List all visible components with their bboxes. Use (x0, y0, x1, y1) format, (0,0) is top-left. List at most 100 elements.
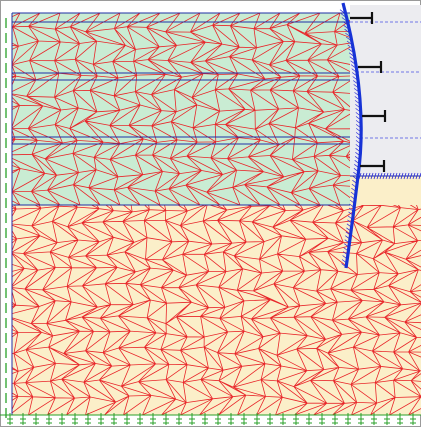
wall-hatch-mark (355, 132, 361, 136)
interface-hatch-mark (385, 172, 389, 180)
fixity-symbol (33, 413, 39, 425)
wall-hatch-mark (344, 243, 349, 247)
mesh-edges (12, 13, 350, 205)
fixity-symbol (267, 413, 273, 425)
fixity-symbol (410, 413, 416, 425)
interface-hatch-mark (412, 172, 416, 180)
retaining-wall[interactable] (341, 2, 363, 269)
wall-hatch-mark (349, 203, 354, 208)
wall-hatch-mark (352, 179, 357, 184)
wall-hatch-mark (340, 13, 346, 17)
anchor-4[interactable] (360, 160, 386, 172)
anchors[interactable] (350, 12, 387, 172)
anchor-3[interactable] (362, 110, 387, 122)
wall-hatch-mark (345, 235, 350, 239)
wall-hatch-mark (350, 60, 355, 64)
wall-hatch-mark (347, 44, 352, 49)
wall-hatch-mark (346, 223, 352, 228)
fixity-symbol (72, 413, 78, 425)
interface-hatch-mark (400, 172, 404, 180)
interface-hatch-mark (403, 172, 407, 180)
wall-hatch-mark (355, 112, 361, 116)
wall-hatch-mark (352, 76, 357, 80)
wall-hatch-mark (355, 116, 361, 120)
interface-hatch-mark (397, 172, 401, 180)
fixity-symbol (189, 413, 195, 425)
interface-hatch-mark (382, 172, 386, 180)
wall-hatch-mark (352, 175, 358, 180)
wall-hatch-mark (355, 152, 360, 156)
wall-hatch-mark (348, 52, 354, 57)
layer-boundaries (11, 12, 421, 415)
wall-hatch-mark (354, 92, 359, 96)
upper-soil-mesh (12, 13, 350, 205)
wall-hatch-mark (355, 136, 361, 140)
wall-hatch-mark (345, 231, 351, 236)
fixity-symbol (241, 413, 247, 425)
wall-hatch-mark (354, 156, 360, 160)
wall-hatch-mark (342, 255, 347, 259)
interface-hatch-mark (415, 172, 419, 180)
fixity-symbol (358, 413, 364, 425)
wall-hatch-mark (350, 64, 356, 68)
wall-hatch-mark (345, 36, 351, 41)
fixity-symbol (397, 413, 403, 425)
fixity-symbol (345, 413, 351, 425)
fixity-symbol (319, 413, 325, 425)
wall-hatch-mark (341, 259, 347, 263)
wall-hatch-mark (351, 68, 356, 72)
lower-soil-mesh (12, 205, 421, 415)
fixity-symbol (371, 413, 377, 425)
fixity-symbol (215, 413, 221, 425)
wall-hatch-mark (354, 100, 360, 104)
wall-hatch-mark (342, 21, 348, 25)
interface-hatch-mark (406, 172, 410, 180)
fixity-symbol (98, 413, 104, 425)
wall-hatch-mark (347, 215, 353, 220)
fixity-symbol (176, 413, 182, 425)
wall-hatch-mark (344, 28, 349, 33)
interface-hatch-mark (364, 172, 368, 180)
wall-hatch-mark (355, 120, 361, 124)
wall-hatch-mark (341, 17, 347, 21)
interface-hatch-mark (370, 172, 374, 180)
wall-hatch-mark (355, 128, 361, 132)
interface-hatch-mark (391, 172, 395, 180)
wall-hatch-mark (355, 108, 360, 112)
wall-hatch-mark (355, 104, 360, 108)
fixity-symbol (228, 413, 234, 425)
wall-hatch-mark (355, 140, 361, 144)
wall-hatch-mark (349, 56, 355, 60)
wall-hatch-mark (350, 195, 355, 200)
bottom-boundary-fixity (0, 413, 421, 425)
interface-hatch-mark (373, 172, 377, 180)
wall-hatch-mark (346, 40, 352, 45)
wall-hatch-mark (353, 84, 358, 88)
wall-hatch-mark (348, 48, 353, 53)
wall-hatch-mark (347, 219, 352, 224)
wall-hatch-mark (355, 124, 361, 128)
wall-hatch-mark (352, 80, 358, 84)
fixity-symbol (111, 413, 117, 425)
wall-hatch-mark (346, 227, 351, 232)
wall-hatch-mark (354, 164, 359, 168)
fixity-symbol (150, 413, 156, 425)
fixity-symbol (46, 413, 52, 425)
fixity-symbol (163, 413, 169, 425)
wall-hatch-mark (344, 239, 350, 243)
anchor-1[interactable] (350, 12, 374, 24)
fixity-symbol (124, 413, 130, 425)
interface-hatch-mark (394, 172, 398, 180)
anchor-2[interactable] (358, 61, 383, 73)
fixity-symbol (306, 413, 312, 425)
fixity-symbol (20, 413, 26, 425)
fixity-symbol (59, 413, 65, 425)
interface-hatch-mark (361, 172, 365, 180)
wall-hatch-mark (355, 144, 361, 148)
wall-hatch-mark (345, 32, 350, 37)
fixity-symbol (280, 413, 286, 425)
wall-hatch-mark (350, 191, 356, 196)
wall-hatch-mark (341, 263, 346, 267)
